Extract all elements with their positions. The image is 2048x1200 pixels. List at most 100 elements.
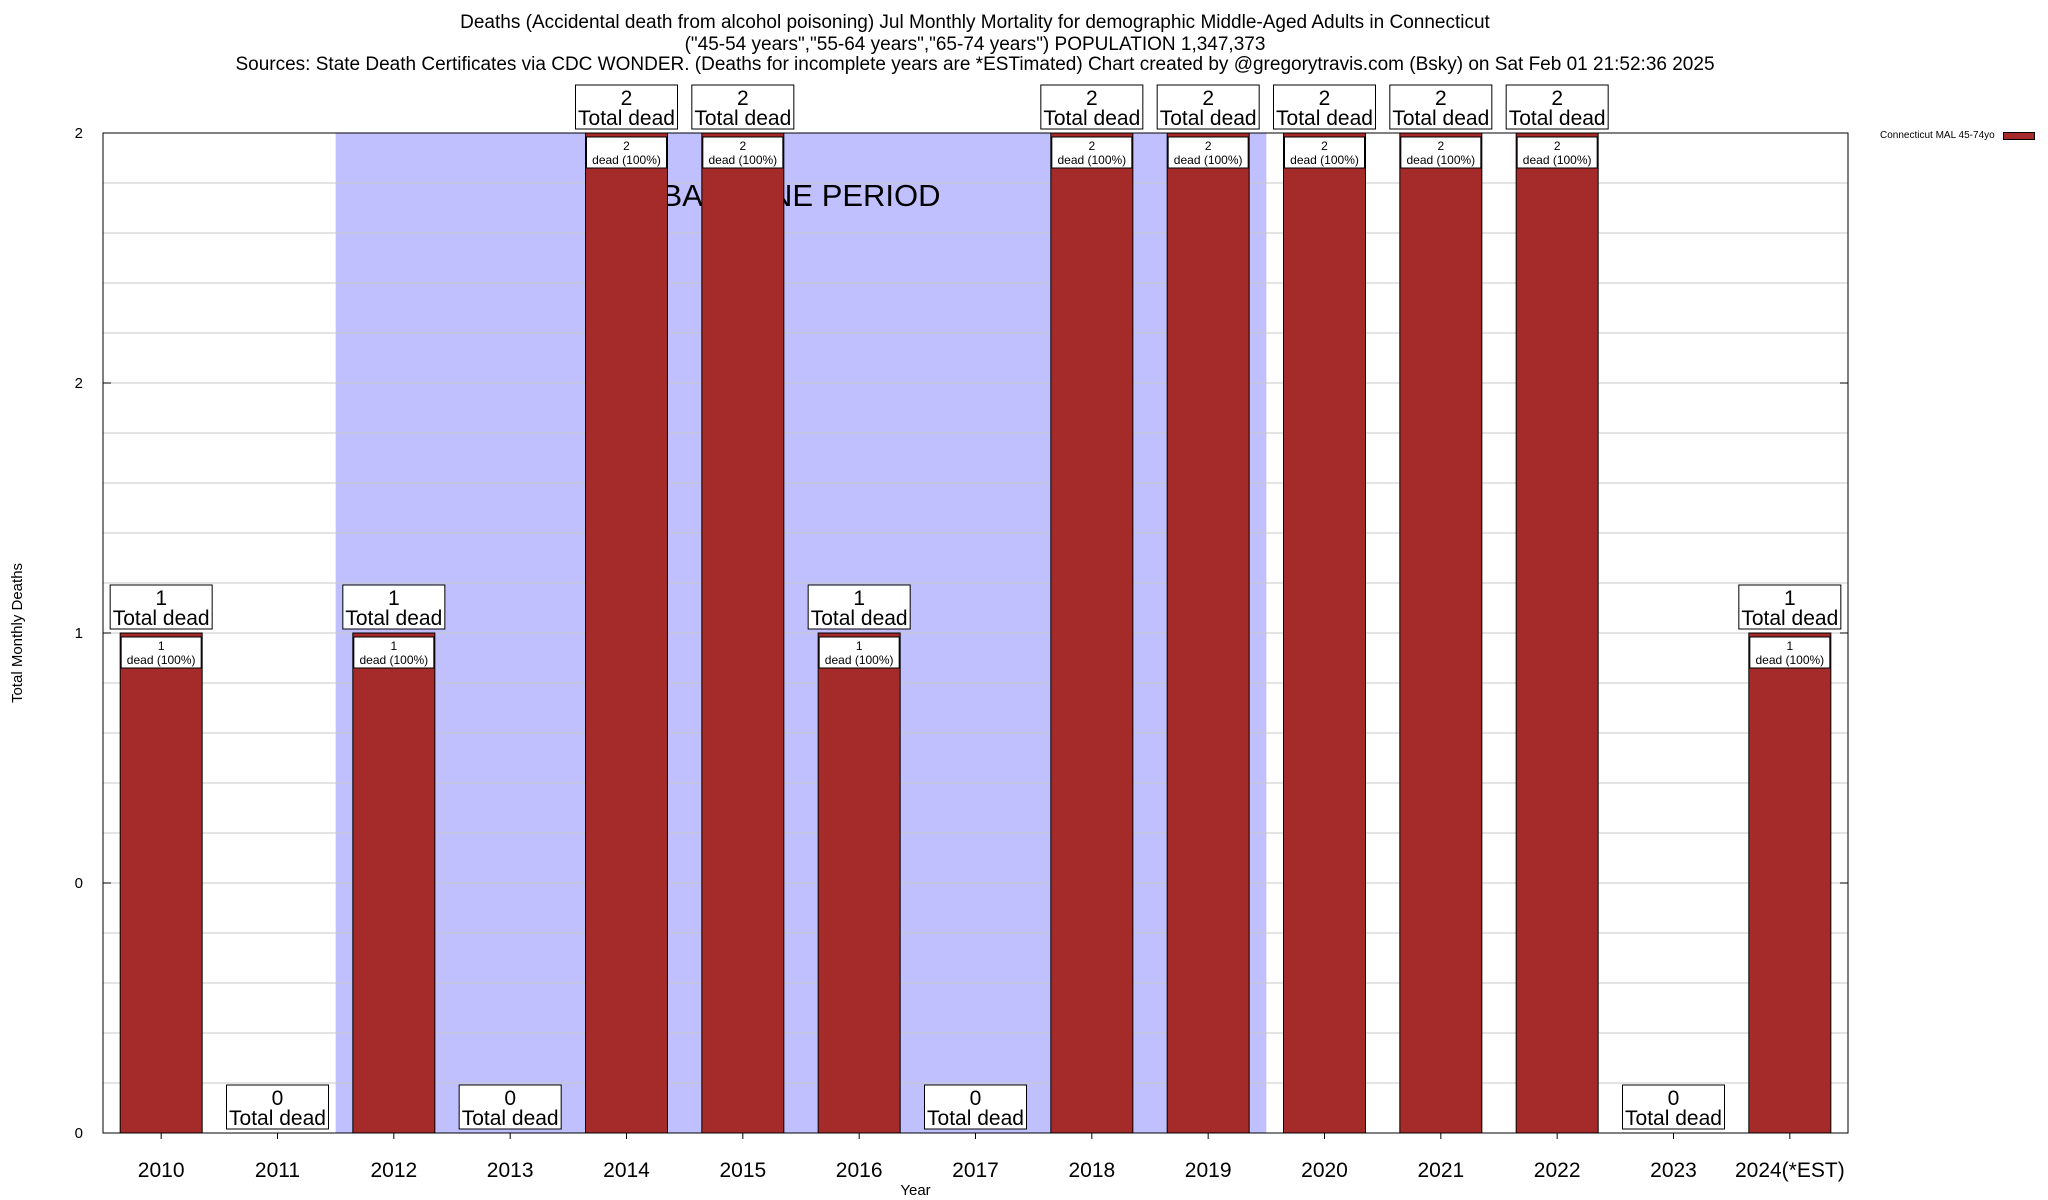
legend-swatch [2002,132,2035,140]
total-label-value: 2 [1319,87,1331,110]
segment-label-box [1051,136,1133,169]
segment-label-text: dead (100%) [1174,153,1243,167]
segment-label-text: dead (100%) [592,153,661,167]
y-tick-label: 0 [75,875,83,892]
total-label-value: 2 [1202,87,1214,110]
total-label-value: 1 [1784,587,1796,610]
bar [1399,132,1483,1134]
total-label-value: 0 [272,1087,284,1110]
total-label-box [458,1084,562,1130]
total-label-text: Total dead [113,607,210,630]
total-label-value: 0 [970,1087,982,1110]
segment-label-box [1284,136,1365,169]
y-tick-label: 1 [75,625,83,642]
total-label-box [807,584,911,630]
x-tick-label: 2023 [1650,1159,1697,1182]
total-label-box [342,584,446,630]
total-label-text: Total dead [1276,107,1373,130]
segment-label-value: 2 [1437,139,1444,153]
total-label-value: 0 [504,1087,516,1110]
segment-label-text: dead (100%) [1755,653,1824,667]
segment-label-text: dead (100%) [1290,153,1359,167]
bar [352,632,436,1134]
bar [1050,132,1134,1134]
segment-label-value: 2 [623,139,630,153]
segment-label-text: dead (100%) [127,653,196,667]
x-tick-label: 2013 [487,1159,534,1182]
bar [1283,132,1366,1134]
total-label-value: 2 [1086,87,1098,110]
x-tick-label: 2018 [1068,1159,1115,1182]
total-label-box [1389,84,1493,130]
bar [119,632,203,1134]
segment-label-value: 2 [1088,139,1095,153]
total-label-box [924,1084,1027,1130]
total-label-value: 0 [1668,1087,1680,1110]
bar [1515,132,1599,1134]
segment-label-value: 1 [856,639,863,653]
total-label-box [575,84,678,130]
y-axis-label: Total Monthly Deaths [9,563,26,703]
total-label-value: 2 [1435,87,1447,110]
chart-title-line-1: Deaths (Accidental death from alcohol po… [460,12,1490,33]
total-label-text: Total dead [1160,107,1257,130]
segment-label-box [1516,136,1598,169]
total-label-text: Total dead [1625,1107,1722,1130]
total-label-value: 2 [1551,87,1563,110]
total-label-box [1505,84,1609,130]
segment-label-box [353,636,435,669]
total-label-box [1622,1084,1725,1130]
x-tick-label: 2020 [1301,1159,1348,1182]
x-axis-label: Year [900,1182,930,1199]
segment-label-text: dead (100%) [708,153,777,167]
bar [1748,632,1832,1134]
segment-label-value: 1 [1786,639,1793,653]
bar [701,132,785,1134]
total-label-value: 1 [155,587,167,610]
total-label-text: Total dead [1392,107,1489,130]
x-tick-label: 2017 [952,1159,999,1182]
total-label-text: Total dead [927,1107,1024,1130]
segment-label-text: dead (100%) [359,653,428,667]
segment-label-box [702,136,784,169]
x-tick-label: 2015 [719,1159,766,1182]
total-label-value: 2 [621,87,633,110]
segment-label-box [1749,636,1831,669]
chart-title-line-3: Sources: State Death Certificates via CD… [235,54,1715,75]
total-label-value: 1 [388,587,400,610]
y-tick-label: 2 [75,375,83,392]
x-tick-label: 2014 [603,1159,650,1182]
segment-label-box [1400,136,1482,169]
x-tick-label: 2012 [370,1159,417,1182]
segment-label-value: 2 [1205,139,1212,153]
bar [1166,132,1250,1134]
bar [585,132,668,1134]
segment-label-value: 2 [739,139,746,153]
total-label-text: Total dead [1741,607,1838,630]
total-label-box [109,584,213,630]
total-label-text: Total dead [694,107,791,130]
total-label-text: Total dead [811,607,908,630]
y-tick-label: 2 [75,125,83,142]
total-label-box [1273,84,1376,130]
x-tick-label: 2016 [836,1159,883,1182]
total-label-text: Total dead [1509,107,1606,130]
segment-label-text: dead (100%) [1057,153,1126,167]
total-label-text: Total dead [1043,107,1140,130]
y-tick-label: 0 [75,1125,83,1142]
total-label-value: 1 [853,587,865,610]
total-label-box [226,1084,329,1130]
x-tick-label: 2024(*EST) [1735,1159,1845,1182]
segment-label-box [1167,136,1249,169]
segment-label-box [120,636,202,669]
total-label-text: Total dead [578,107,675,130]
segment-label-value: 2 [1554,139,1561,153]
segment-label-text: dead (100%) [1523,153,1592,167]
segment-label-text: dead (100%) [825,653,894,667]
chart-title-line-2: ("45-54 years","55-64 years","65-74 year… [684,34,1266,55]
segment-label-box [586,136,667,169]
total-label-box [1040,84,1144,130]
x-tick-label: 2011 [255,1159,300,1182]
total-label-text: Total dead [229,1107,326,1130]
